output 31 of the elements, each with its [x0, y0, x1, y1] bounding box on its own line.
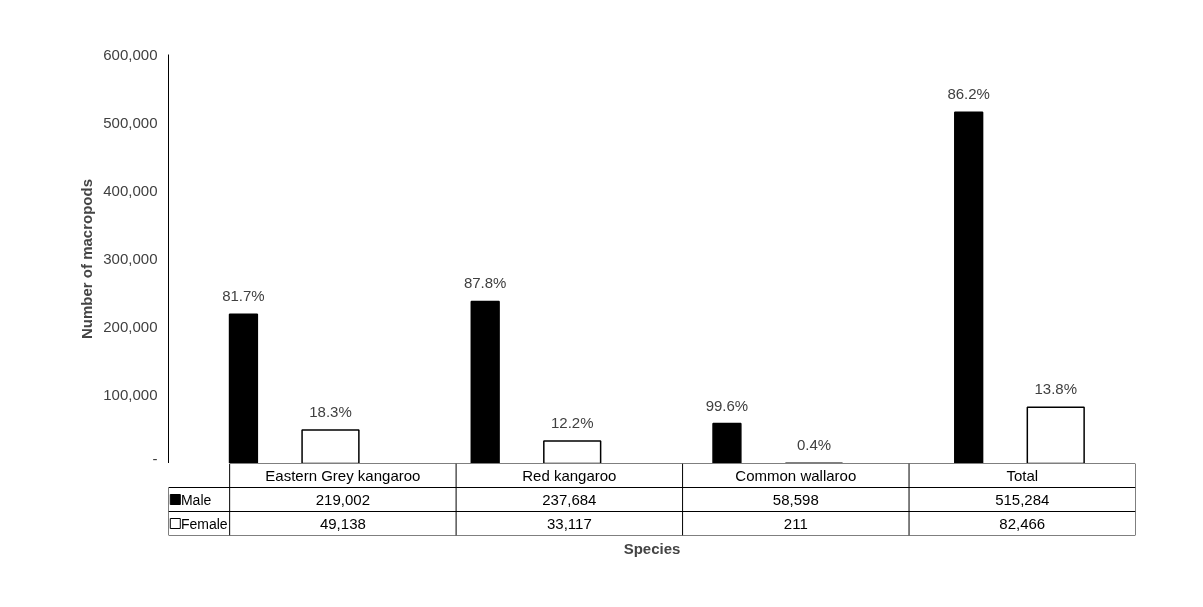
y-tick-label: 300,000: [103, 250, 158, 267]
annotation: 13.8%: [1034, 380, 1077, 398]
y-axis-title: Number of macropods: [78, 178, 96, 340]
y-tick-label: 600,000: [103, 45, 158, 63]
data-label: 33,117: [546, 514, 592, 532]
y-tick-label: 200,000: [103, 318, 158, 336]
data-label: 211: [783, 514, 808, 532]
annotation: 86.2%: [947, 85, 990, 103]
y-tick-label: 500,000: [103, 113, 158, 131]
data-label: 219,002: [315, 490, 370, 508]
legend-label: Male: [180, 491, 212, 508]
x-axis-title: Species: [623, 539, 681, 557]
data-label: 237,684: [542, 490, 597, 508]
x-tick-label: Red kangaroo: [522, 467, 617, 484]
y-tick-label: -: [152, 449, 158, 467]
data-label: 58,598: [772, 490, 819, 508]
data-label: 515,284: [995, 490, 1050, 508]
annotation: 87.8%: [463, 274, 507, 292]
annotation: 99.6%: [705, 396, 749, 414]
y-tick-label: 100,000: [103, 386, 158, 404]
annotation: 81.7%: [222, 287, 265, 305]
legend-label: Female: [180, 515, 228, 532]
data-label: 49,138: [319, 514, 366, 532]
annotation: 12.2%: [550, 413, 594, 431]
data-label: 82,466: [999, 514, 1046, 532]
x-tick-label: Total: [1006, 467, 1039, 484]
annotation: 0.4%: [796, 436, 832, 454]
annotation: 18.3%: [309, 403, 352, 420]
y-tick-label: 400,000: [103, 181, 158, 199]
x-tick-label: Common wallaroo: [735, 467, 857, 484]
x-tick-label: Eastern Grey kangaroo: [265, 467, 421, 484]
